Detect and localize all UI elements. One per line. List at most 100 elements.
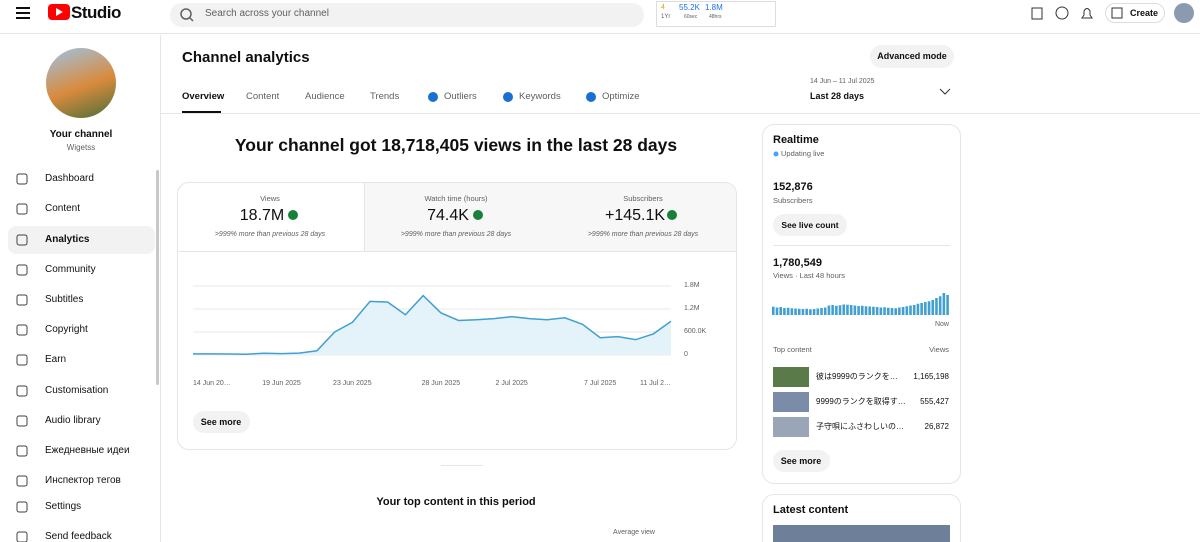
nav-item[interactable]: Community [45, 264, 96, 275]
date-chevron[interactable] [939, 88, 951, 95]
latest-content-title: Latest content [773, 504, 849, 516]
date-period[interactable]: Last 28 days [810, 91, 865, 101]
thumbnail[interactable] [773, 392, 809, 412]
bars-now-label: Now [934, 321, 949, 328]
tab-icon [428, 92, 438, 102]
metric-note: >999% more than previous 28 days [587, 231, 699, 238]
live-count-label[interactable]: See live count [781, 220, 839, 230]
channel-title[interactable]: Your channel [49, 129, 113, 140]
x-tick-label: 7 Jul 2025 [584, 380, 617, 387]
live-count-button[interactable] [773, 214, 847, 236]
stats-widget [656, 1, 776, 27]
sidebar [0, 35, 161, 542]
x-tick-label: 14 Jun 20… [193, 380, 231, 387]
metric-label[interactable]: Views [260, 194, 280, 203]
metric-label[interactable]: Subscribers [623, 194, 663, 203]
nav-item[interactable]: Customisation [45, 385, 109, 396]
tab[interactable]: Audience [305, 91, 345, 102]
realtime-see-more-button[interactable] [773, 450, 830, 472]
nav-item[interactable]: Ежедневные идеи [45, 445, 130, 456]
y-tick-label: 0 [684, 351, 688, 358]
top-content-label: Top content [773, 345, 812, 354]
date-range[interactable]: 14 Jun – 11 Jul 2025 [810, 78, 875, 85]
tab[interactable]: Trends [370, 91, 400, 102]
realtime-status: Updating live [781, 149, 825, 158]
create-button[interactable] [1105, 3, 1165, 23]
top-content-title[interactable]: 9999のランクを取得す… [816, 397, 906, 406]
metric-value[interactable]: +145.1K [604, 207, 666, 224]
top-content-column: Average view [613, 529, 655, 536]
tab-icon [586, 92, 596, 102]
active-tab-underline [182, 111, 221, 113]
nav-item[interactable]: Инспектор тегов [45, 475, 121, 486]
nav-item[interactable]: Analytics [45, 234, 90, 245]
logo-text[interactable]: Studio [71, 3, 121, 22]
x-tick-label: 19 Jun 2025 [262, 380, 301, 387]
y-tick-label: 1.2M [684, 305, 700, 312]
tab[interactable]: Outliers [444, 91, 477, 102]
tab[interactable]: Optimize [602, 91, 640, 102]
see-more-button[interactable] [193, 411, 250, 433]
x-tick-label: 28 Jun 2025 [421, 380, 461, 387]
header-divider [161, 113, 1200, 114]
y-tick-label: 1.8M [684, 282, 700, 289]
latest-content-card [762, 494, 961, 542]
metric-divider [178, 251, 736, 252]
realtime-views-label: Views · Last 48 hours [773, 271, 845, 280]
tab[interactable]: Content [246, 91, 280, 102]
realtime-subscribers: 152,876 [773, 181, 813, 193]
metric-value[interactable]: 18.7M [239, 207, 285, 224]
metric-value[interactable]: 74.4K [427, 207, 469, 224]
nav-item[interactable]: Subtitles [45, 294, 84, 305]
top-content-views: 26,872 [924, 422, 949, 431]
account-avatar[interactable] [1174, 3, 1194, 23]
page-title: Channel analytics [182, 49, 310, 66]
realtime-views: 1,780,549 [773, 257, 822, 269]
tab[interactable]: Overview [182, 91, 225, 102]
channel-avatar[interactable] [46, 48, 116, 118]
channel-name: Wigetss [66, 143, 96, 152]
tab[interactable]: Keywords [519, 91, 561, 102]
nav-item[interactable]: Audio library [45, 415, 101, 426]
metric-note: >999% more than previous 28 days [400, 231, 512, 238]
thumbnail[interactable] [773, 367, 809, 387]
create-label[interactable]: Create [1130, 8, 1159, 18]
tab-icon [503, 92, 513, 102]
widget-subs: 55.2K [679, 3, 700, 12]
realtime-see-more-label[interactable]: See more [780, 456, 822, 466]
nav-item[interactable]: Content [45, 203, 81, 214]
top-content-title[interactable]: 彼は9999のランクを… [816, 372, 898, 381]
x-tick-label: 23 Jun 2025 [333, 380, 372, 387]
thumbnail[interactable] [773, 417, 809, 437]
nav-item[interactable]: Settings [45, 501, 82, 512]
active-nav-bg [8, 226, 155, 254]
top-bar [0, 0, 1200, 34]
y-tick-label: 600.0K [684, 328, 707, 335]
x-tick-label: 11 Jul 2… [640, 380, 671, 387]
search-box[interactable] [170, 3, 644, 27]
nav-item[interactable]: Send feedback [45, 531, 112, 542]
widget-views: 1.8M [705, 3, 723, 12]
realtime-divider [773, 245, 950, 246]
realtime-title: Realtime [773, 134, 819, 146]
search-placeholder[interactable]: Search across your channel [205, 8, 329, 19]
x-tick-label: 2 Jul 2025 [495, 380, 528, 387]
views-column-label: Views [929, 345, 949, 354]
summary-heading: Your channel got 18,718,405 views in the… [234, 135, 678, 155]
sidebar-scrollbar[interactable] [156, 170, 159, 385]
advanced-mode-label[interactable]: Advanced mode [877, 51, 947, 61]
top-content-views: 1,165,198 [913, 372, 949, 381]
top-content-title[interactable]: 子守唄にふさわしいの… [816, 422, 904, 431]
metric-label[interactable]: Watch time (hours) [424, 194, 488, 203]
section-divider [441, 465, 483, 466]
latest-thumbnail[interactable] [773, 525, 950, 542]
nav-item[interactable]: Copyright [45, 324, 88, 335]
nav-item[interactable]: Earn [45, 354, 67, 365]
see-more-label[interactable]: See more [200, 417, 242, 427]
nav-item[interactable]: Dashboard [45, 173, 94, 184]
widget-count: 4 [661, 4, 665, 11]
advanced-mode-button[interactable] [870, 45, 954, 68]
